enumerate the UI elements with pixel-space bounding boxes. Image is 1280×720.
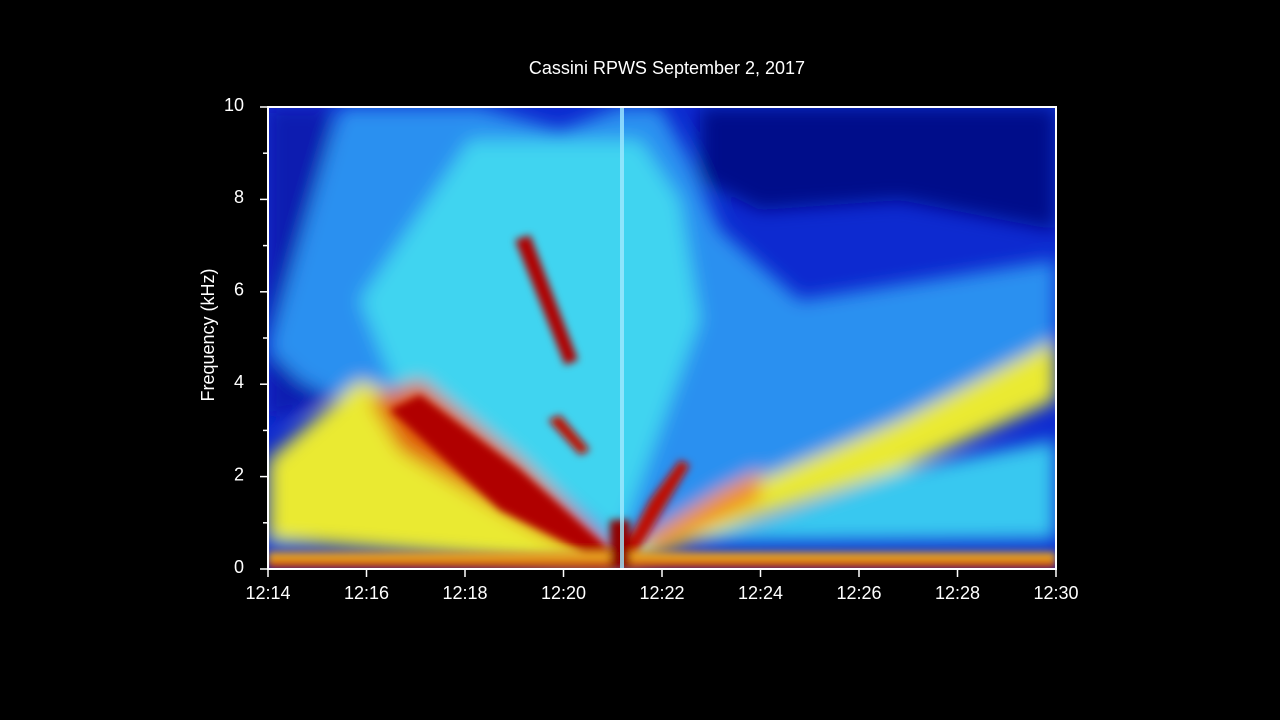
y-tick-label: 2	[234, 464, 244, 484]
y-tick-label: 0	[234, 557, 244, 577]
x-tick-label: 12:18	[442, 583, 487, 603]
x-tick-label: 12:22	[639, 583, 684, 603]
y-tick-label: 8	[234, 187, 244, 207]
x-tick-label: 12:14	[245, 583, 290, 603]
x-tick-label: 12:28	[935, 583, 980, 603]
chart-title: Cassini RPWS September 2, 2017	[529, 58, 805, 78]
y-axis-label: Frequency (kHz)	[198, 268, 218, 401]
y-tick-label: 10	[224, 95, 244, 115]
x-tick-label: 12:24	[738, 583, 783, 603]
x-tick-label: 12:26	[836, 583, 881, 603]
x-tick-label: 12:20	[541, 583, 586, 603]
y-tick-label: 4	[234, 372, 244, 392]
x-tick-label: 12:30	[1033, 583, 1078, 603]
spectrogram	[268, 107, 1056, 569]
y-tick-label: 6	[234, 280, 244, 300]
x-tick-label: 12:16	[344, 583, 389, 603]
